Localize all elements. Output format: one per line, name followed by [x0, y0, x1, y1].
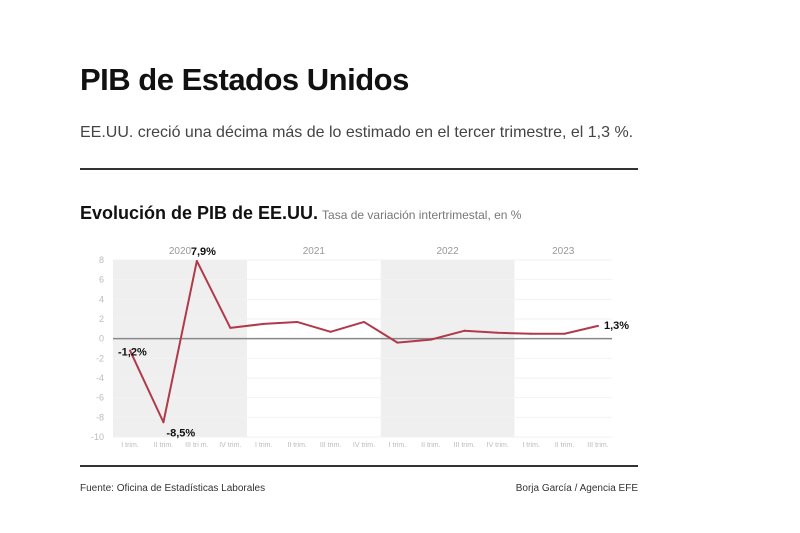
- y-tick-label: 0: [99, 334, 104, 344]
- divider: [80, 168, 638, 170]
- divider: [80, 465, 638, 467]
- data-point: [429, 338, 432, 341]
- data-point: [262, 322, 265, 325]
- x-tick-label: III trim.: [320, 442, 341, 449]
- x-tick-label: I trim.: [255, 442, 273, 449]
- data-point: [363, 320, 365, 323]
- y-tick-label: -10: [91, 432, 104, 442]
- data-point: [463, 329, 466, 332]
- data-point: [597, 324, 599, 327]
- x-tick-label: III tri m.: [185, 442, 208, 449]
- data-point: [396, 341, 399, 344]
- x-tick-label: III trim.: [454, 442, 475, 449]
- y-tick-label: -2: [96, 353, 104, 363]
- data-point: [329, 330, 332, 333]
- y-tick-label: -8: [96, 412, 104, 422]
- x-tick-label: II trim.: [421, 442, 440, 449]
- data-label: -8,5%: [166, 427, 195, 439]
- page-subtitle: EE.UU. creció una décima más de lo estim…: [80, 124, 634, 141]
- x-tick-label: IV trim.: [353, 442, 375, 449]
- year-label: 2020: [169, 246, 192, 257]
- source-note: Fuente: Oficina de Estadísticas Laborale…: [80, 483, 266, 494]
- x-tick-label: I trim.: [522, 442, 540, 449]
- data-point: [496, 331, 499, 334]
- data-point: [563, 332, 566, 335]
- data-point: [195, 259, 198, 262]
- credit-note: Borja García / Agencia EFE: [515, 483, 638, 494]
- y-tick-label: 4: [99, 294, 104, 304]
- year-label: 2021: [303, 246, 326, 257]
- year-label: 2022: [436, 246, 459, 257]
- y-tick-label: 8: [99, 255, 104, 265]
- x-tick-label: II trim.: [154, 442, 173, 449]
- year-band: [113, 260, 247, 437]
- x-tick-label: IV trim.: [487, 442, 509, 449]
- data-label: 1,3%: [604, 320, 629, 332]
- data-point: [530, 332, 533, 335]
- year-band: [380, 260, 515, 437]
- x-tick-label: I trim.: [389, 442, 407, 449]
- page-title: PIB de Estados Unidos: [80, 62, 409, 97]
- x-tick-label: II trim.: [555, 442, 574, 449]
- chart-subtitle: Tasa de variación intertrimestal, en %: [322, 208, 522, 222]
- x-tick-label: IV trim.: [219, 442, 241, 449]
- x-tick-label: II trim.: [287, 442, 306, 449]
- y-tick-label: 6: [99, 275, 104, 285]
- chart-title-text: Evolución de PIB de EE.UU.: [80, 203, 319, 223]
- chart-title: Evolución de PIB de EE.UU. Tasa de variac…: [80, 203, 521, 224]
- data-label: 7,9%: [191, 246, 216, 258]
- x-tick-label: I trim.: [121, 442, 139, 449]
- data-label: -1,2%: [118, 346, 147, 358]
- data-point: [162, 421, 165, 424]
- year-label: 2023: [552, 246, 575, 257]
- y-tick-label: -6: [96, 393, 104, 403]
- y-tick-label: 2: [99, 314, 104, 324]
- x-tick-label: III trim.: [587, 442, 608, 449]
- data-point: [296, 320, 299, 323]
- data-point: [229, 326, 232, 329]
- data-point: [129, 349, 131, 352]
- y-tick-label: -4: [96, 373, 104, 383]
